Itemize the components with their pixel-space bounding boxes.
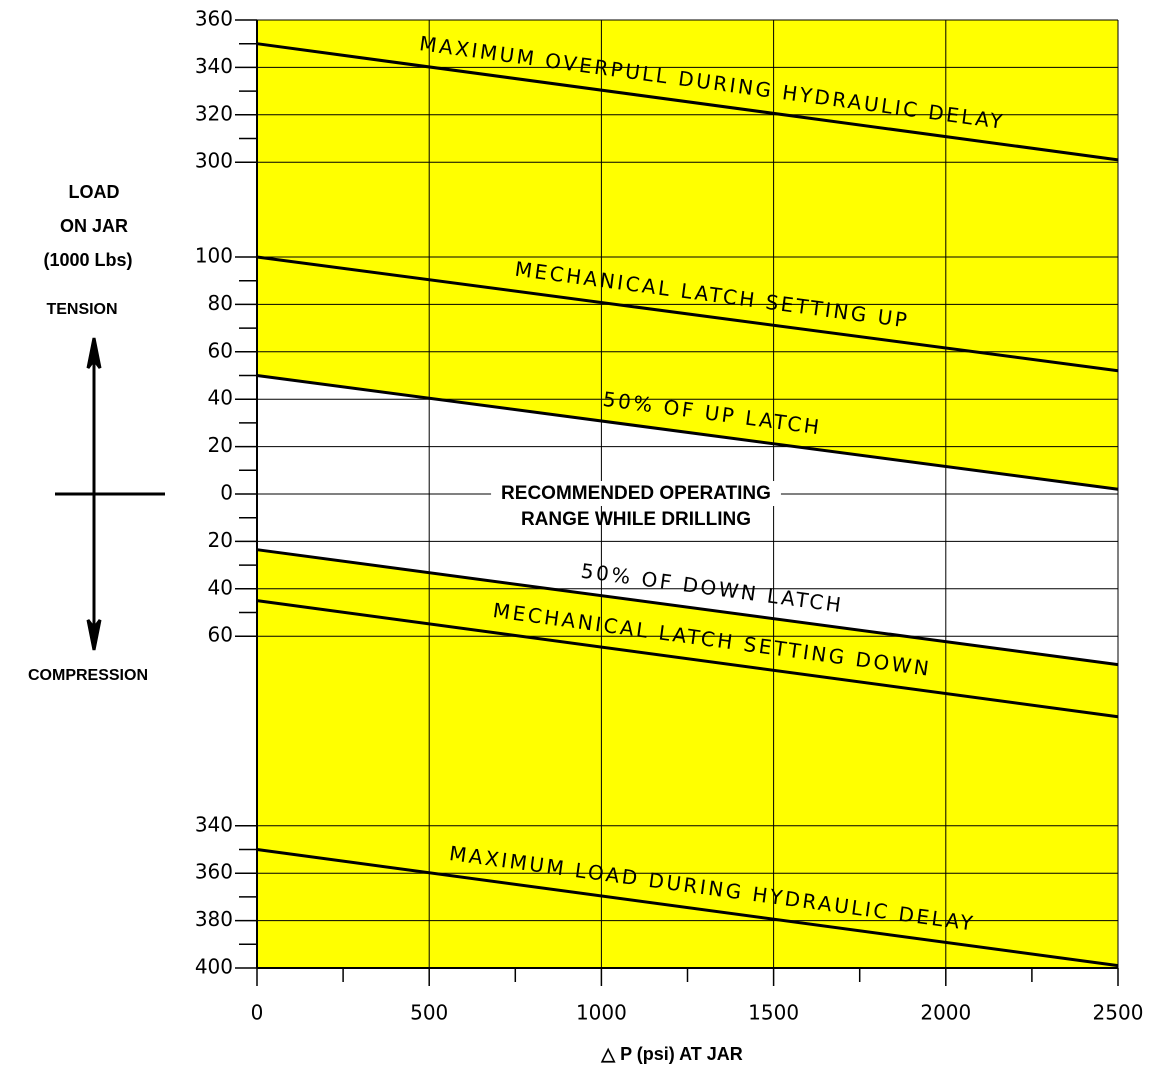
y-tick-label: 400 bbox=[195, 955, 233, 979]
series-line bbox=[256, 848, 1119, 968]
x-tick-label: 500 bbox=[410, 1001, 448, 1025]
y-tick-label: 380 bbox=[195, 907, 233, 931]
y-tick-label: 300 bbox=[195, 149, 233, 173]
arrow-head-down bbox=[86, 619, 102, 651]
series-line bbox=[256, 548, 1119, 667]
y-axis-label: (1000 Lbs) bbox=[43, 250, 132, 270]
y-tick-label: 80 bbox=[208, 291, 233, 315]
y-tick-label: 100 bbox=[195, 244, 233, 268]
annotation: RANGE WHILE DRILLING bbox=[521, 509, 751, 530]
annotation-background bbox=[491, 481, 781, 507]
x-tick-label: 2500 bbox=[1093, 1001, 1144, 1025]
y-tick-label: 40 bbox=[208, 386, 233, 410]
x-axis-label: △ P (psi) AT JAR bbox=[600, 1044, 743, 1064]
y-axis-label: ON JAR bbox=[60, 216, 128, 236]
x-tick-label: 2000 bbox=[920, 1001, 971, 1025]
y-tick-label: 40 bbox=[208, 575, 233, 599]
y-tick-label: 0 bbox=[220, 481, 233, 505]
y-tick-label: 320 bbox=[195, 101, 233, 125]
plot-area: 0 500 1000 1500 2000 2500 300 320 340 360 60 40 20 0 2… bbox=[195, 7, 1144, 1025]
annotation: RECOMMENDED OPERATING bbox=[501, 483, 771, 504]
series-line bbox=[256, 599, 1119, 719]
series-line bbox=[256, 42, 1119, 162]
tension-label: TENSION bbox=[46, 301, 117, 318]
arrow-head-up bbox=[86, 337, 102, 369]
y-tick-label: 20 bbox=[208, 433, 233, 457]
operating-range bbox=[257, 375, 1118, 665]
y-tick-label: 360 bbox=[195, 860, 233, 884]
x-tick-label: 0 bbox=[251, 1001, 264, 1025]
y-tick-label: 340 bbox=[195, 812, 233, 836]
x-tick-label: 1500 bbox=[748, 1001, 799, 1025]
y-tick-label: 360 bbox=[195, 7, 233, 31]
series-line bbox=[256, 255, 1119, 373]
y-tick-label: 20 bbox=[208, 528, 233, 552]
x-tick-label: 1000 bbox=[576, 1001, 627, 1025]
y-tick-label: 60 bbox=[208, 338, 233, 362]
y-axis-label: LOAD bbox=[69, 182, 120, 202]
y-tick-label: 340 bbox=[195, 54, 233, 78]
series-line bbox=[256, 374, 1119, 491]
y-tick-label: 60 bbox=[208, 623, 233, 647]
compression-label: COMPRESSION bbox=[28, 667, 148, 684]
load-direction-arrow bbox=[55, 337, 165, 651]
